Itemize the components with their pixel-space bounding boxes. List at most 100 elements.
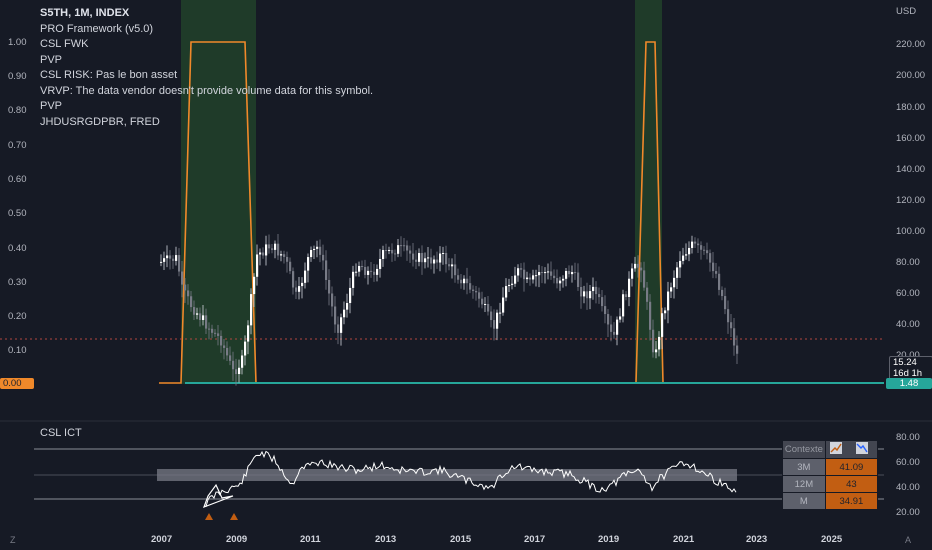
candle-body — [394, 253, 397, 255]
legend-line[interactable]: PVP — [40, 53, 63, 66]
candle-body — [211, 328, 214, 333]
candle-body — [640, 267, 643, 271]
candle-body — [646, 287, 649, 302]
context-table: Contexte 3M 41.09 12M 43 M 34.91 — [782, 440, 879, 510]
left-axis-tick: 0.30 — [8, 277, 27, 288]
candle-body — [592, 286, 595, 292]
candle-body — [355, 271, 358, 273]
candle-body — [532, 275, 535, 280]
candle-body — [721, 289, 724, 297]
trend-up-icon — [830, 442, 869, 454]
candle-body — [370, 270, 373, 272]
candle-body — [583, 291, 586, 297]
legend-line[interactable]: CSL RISK: Pas le bon asset — [40, 69, 178, 81]
legend-line[interactable]: PVP — [40, 100, 63, 112]
candle-body — [175, 255, 178, 261]
left-axis-tick: 0.10 — [8, 345, 27, 356]
x-axis-tick: 2021 — [673, 534, 695, 545]
candle-body — [169, 255, 172, 259]
auto-scale-button[interactable]: A — [905, 535, 912, 545]
price-candles — [160, 233, 739, 386]
candle-body — [208, 328, 211, 330]
candle-body — [490, 311, 493, 321]
candle-body — [430, 257, 433, 264]
left-axis-tick: 0.60 — [8, 174, 27, 185]
left-axis-tick: 0.20 — [8, 311, 27, 322]
candle-body — [601, 297, 604, 307]
candle-body — [604, 306, 607, 315]
candle-body — [358, 265, 361, 272]
right-axis-tick: 40.00 — [896, 319, 920, 330]
right-axis-tick: 120.00 — [896, 195, 926, 206]
context-row-value: 34.91 — [824, 492, 879, 510]
candle-body — [292, 271, 295, 288]
candle-body — [724, 296, 727, 310]
candle-body — [184, 284, 187, 291]
candle-body — [493, 320, 496, 329]
right-axis-tick: 180.00 — [896, 102, 926, 113]
candle-body — [574, 272, 577, 274]
candle-body — [451, 264, 454, 267]
candle-body — [214, 332, 217, 334]
recession-zone-2008 — [181, 0, 256, 384]
x-axis-tick: 2013 — [375, 534, 397, 545]
candle-body — [412, 253, 415, 260]
candle-body — [454, 264, 457, 276]
left-axis-tick: 0.80 — [8, 105, 27, 116]
candle-body — [235, 369, 238, 375]
right-axis-tick: 140.00 — [896, 164, 926, 175]
candle-body — [190, 296, 193, 308]
right-axis-tick: 20.00 — [896, 350, 920, 361]
candle-body — [637, 263, 640, 268]
osc-neutral-band — [157, 469, 737, 481]
candle-body — [313, 248, 316, 250]
candle-body — [523, 269, 526, 280]
oscillator-title[interactable]: CSL ICT — [40, 427, 82, 439]
candle-body — [388, 249, 391, 251]
candle-body — [457, 275, 460, 280]
candle-body — [634, 263, 637, 269]
candle-body — [262, 252, 265, 256]
candle-body — [517, 268, 520, 276]
candle-body — [364, 266, 367, 275]
candle-body — [391, 249, 394, 254]
candle-body — [496, 312, 499, 329]
candle-body — [328, 279, 331, 294]
candle-body — [256, 254, 259, 277]
candle-body — [442, 252, 445, 254]
candle-body — [616, 319, 619, 335]
legend-line[interactable]: CSL FWK — [40, 38, 89, 50]
currency-label[interactable]: USD — [896, 6, 917, 17]
candle-body — [334, 306, 337, 325]
legend-line[interactable]: VRVP: The data vendor doesn't provide vo… — [40, 84, 374, 97]
symbol-title[interactable]: S5TH, 1M, INDEX — [40, 7, 130, 19]
candle-body — [349, 287, 352, 304]
candle-body — [196, 313, 199, 315]
candle-body — [658, 336, 661, 350]
last-price-tag: 15.24 16d 1h — [889, 356, 932, 380]
candle-body — [274, 243, 277, 250]
candle-body — [448, 264, 451, 267]
candle-body — [706, 250, 709, 254]
candle-body — [538, 272, 541, 276]
signal-triangle-2 — [230, 513, 238, 520]
candle-body — [181, 271, 184, 285]
chart-legend: S5TH, 1M, INDEX PRO Framework (v5.0) CSL… — [40, 6, 373, 130]
timezone-button[interactable]: Z — [10, 535, 16, 545]
candle-body — [253, 276, 256, 295]
candle-body — [259, 252, 262, 255]
left-axis-tick: 0.40 — [8, 243, 27, 254]
candle-body — [433, 259, 436, 264]
x-axis-tick: 2011 — [300, 534, 321, 545]
candle-body — [277, 243, 280, 256]
candle-body — [712, 262, 715, 272]
legend-line[interactable]: PRO Framework (v5.0) — [40, 22, 154, 35]
candle-body — [463, 278, 466, 284]
x-axis-tick: 2009 — [226, 534, 248, 545]
candle-body — [727, 309, 730, 323]
legend-line[interactable]: JHDUSRGDPBR, FRED — [40, 115, 160, 128]
candle-body — [361, 265, 364, 267]
context-row-label: M — [782, 492, 826, 510]
candle-body — [271, 248, 274, 250]
